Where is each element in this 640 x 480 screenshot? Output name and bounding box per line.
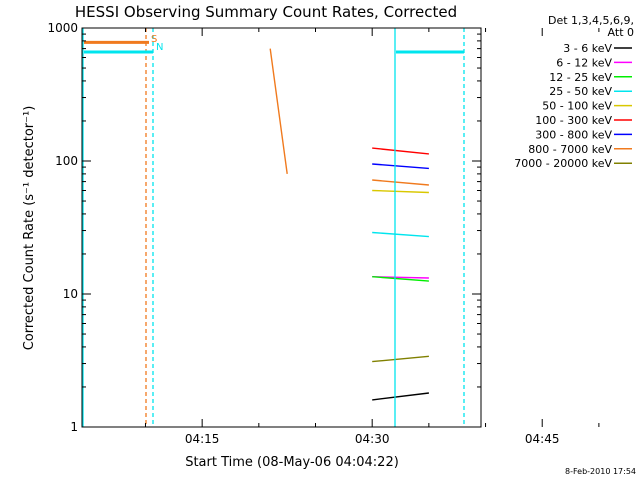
y-tick-label: 1 <box>70 420 78 434</box>
y-axis-label: Corrected Count Rate (s⁻¹ detector⁻¹) <box>22 106 37 351</box>
plot-area <box>269 48 429 401</box>
legend-label: 800 - 7000 keV <box>528 143 612 156</box>
chart-title: HESSI Observing Summary Count Rates, Cor… <box>75 3 457 21</box>
flag-markers: SN <box>82 28 465 427</box>
y-tick-label: 1000 <box>47 21 78 35</box>
series-line-6 <box>372 147 429 155</box>
legend-label: 7000 - 20000 keV <box>514 157 612 170</box>
legend-label: 100 - 300 keV <box>535 114 612 127</box>
flag-label: S <box>151 34 157 45</box>
x-axis-label: Start Time (08-May-06 04:04:22) <box>185 455 399 470</box>
y-axis: 1 10 100 1000 <box>47 21 481 434</box>
x-tick-label: 04:30 <box>355 432 390 446</box>
legend-label: 300 - 800 keV <box>535 128 612 141</box>
legend-label: 6 - 12 keV <box>556 56 612 69</box>
y-tick-label: 10 <box>63 287 78 301</box>
series-line-8 <box>269 48 429 186</box>
series-line-7 <box>372 163 429 170</box>
x-tick-label: 04:45 <box>525 432 560 446</box>
flag-label: N <box>156 42 163 53</box>
plot-frame <box>81 27 482 428</box>
series-line-4 <box>372 231 429 238</box>
legend-label: 50 - 100 keV <box>542 100 612 113</box>
timestamp: 8-Feb-2010 17:54 <box>565 467 636 476</box>
x-tick-label: 04:15 <box>185 432 220 446</box>
series-line-9 <box>372 355 429 363</box>
series-line-3 <box>372 276 429 282</box>
legend-label: 3 - 6 keV <box>563 42 612 55</box>
legend-header: Det 1,3,4,5,6,9, <box>548 14 634 27</box>
legend-header: Att 0 <box>608 26 634 39</box>
series-line-5 <box>372 189 429 194</box>
legend-label: 12 - 25 keV <box>549 71 612 84</box>
series-line-1 <box>372 392 429 401</box>
legend-label: 25 - 50 keV <box>549 85 612 98</box>
y-tick-label: 100 <box>55 154 78 168</box>
